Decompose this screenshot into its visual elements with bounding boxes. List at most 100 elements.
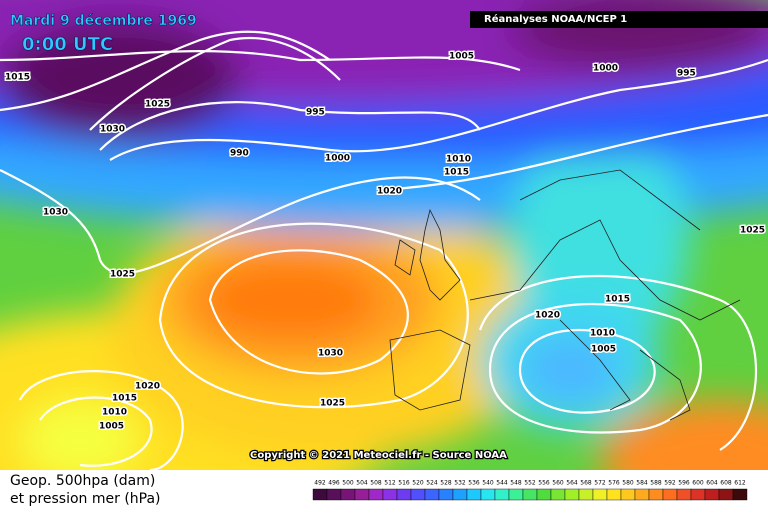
scale-cell xyxy=(522,488,538,501)
scale-cell xyxy=(704,488,720,501)
scale-cell xyxy=(718,488,734,501)
color-scale: 492 496 500 504 508 512 516 520 524 528 532 536 540 5… xyxy=(312,480,748,501)
scale-label: 580 xyxy=(622,480,634,487)
scale-label: 564 xyxy=(566,480,578,487)
isobar-label: 1000 xyxy=(593,64,618,74)
isobar-label: 1010 xyxy=(102,408,127,418)
scale-label: 560 xyxy=(552,480,564,487)
scale-cell xyxy=(676,488,692,501)
scale-label: 604 xyxy=(706,480,718,487)
isobar-label: 1010 xyxy=(590,329,615,339)
isobar-label: 1005 xyxy=(591,345,616,355)
legend-title: Geop. 500hpa (dam) xyxy=(10,473,155,489)
scale-cell xyxy=(438,488,454,501)
scale-cell xyxy=(452,488,468,501)
scale-label: 612 xyxy=(734,480,746,487)
scale-cell xyxy=(382,488,398,501)
scale-cell xyxy=(732,488,748,501)
scale-cell xyxy=(410,488,426,501)
scale-label: 496 xyxy=(328,480,340,487)
scale-cell xyxy=(354,488,370,501)
isobar-label: 1005 xyxy=(99,422,124,432)
isobar-label: 1020 xyxy=(535,311,560,321)
isobar-label: 1025 xyxy=(145,100,170,110)
isobar-label: 1010 xyxy=(446,155,471,165)
scale-label: 596 xyxy=(678,480,690,487)
scale-label: 492 xyxy=(314,480,326,487)
scale-cell xyxy=(396,488,412,501)
scale-cell xyxy=(424,488,440,501)
scale-cell xyxy=(536,488,552,501)
isobar-label: 1015 xyxy=(605,295,630,305)
scale-cell xyxy=(648,488,664,501)
scale-cell xyxy=(634,488,650,501)
scale-label: 572 xyxy=(594,480,606,487)
source-text: Réanalyses NOAA/NCEP 1 xyxy=(484,13,627,25)
scale-label: 608 xyxy=(720,480,732,487)
scale-cell xyxy=(690,488,706,501)
scale-cell xyxy=(550,488,566,501)
scale-cell xyxy=(508,488,524,501)
scale-cell xyxy=(480,488,496,501)
isobar-label: 1015 xyxy=(5,73,30,83)
copyright: Copyright © 2021 Meteociel.fr - Source N… xyxy=(250,450,507,461)
scale-label: 516 xyxy=(398,480,410,487)
scale-cell xyxy=(494,488,510,501)
isobar-label: 995 xyxy=(306,108,325,118)
scale-cell xyxy=(620,488,636,501)
scale-cell xyxy=(606,488,622,501)
scale-label: 556 xyxy=(538,480,550,487)
scale-cell xyxy=(466,488,482,501)
scale-label: 508 xyxy=(370,480,382,487)
isobar-label: 1005 xyxy=(449,52,474,62)
scale-label: 548 xyxy=(510,480,522,487)
scale-label: 544 xyxy=(496,480,508,487)
isobar-label: 995 xyxy=(677,69,696,79)
isobar-label: 1000 xyxy=(325,154,350,164)
isobar-label: 1025 xyxy=(320,399,345,409)
isobar-label: 990 xyxy=(230,149,249,159)
scale-label: 576 xyxy=(608,480,620,487)
isobar-label: 1030 xyxy=(318,349,343,359)
isobar-label: 1020 xyxy=(135,382,160,392)
isobar-labels: 1015 1025 1030 995 990 1000 1005 1000 995 1010 101… xyxy=(4,50,767,433)
scale-cell xyxy=(592,488,608,501)
time: 0:00 UTC xyxy=(22,34,113,55)
scale-cell xyxy=(564,488,580,501)
isobar-label: 1030 xyxy=(43,208,68,218)
scale-label: 520 xyxy=(412,480,424,487)
scale-label: 524 xyxy=(426,480,438,487)
scale-cell xyxy=(340,488,356,501)
scale-label: 588 xyxy=(650,480,662,487)
scale-label: 512 xyxy=(384,480,396,487)
scale-label: 552 xyxy=(524,480,536,487)
scale-label: 532 xyxy=(454,480,466,487)
isobar-label: 1020 xyxy=(377,187,402,197)
scale-cell xyxy=(578,488,594,501)
legend-subtitle: et pression mer (hPa) xyxy=(10,491,161,507)
isobar-label: 1015 xyxy=(444,168,469,178)
isobar-label: 1025 xyxy=(110,270,135,280)
scale-label: 504 xyxy=(356,480,368,487)
scale-cell xyxy=(662,488,678,501)
source-box xyxy=(470,11,768,28)
scale-label: 584 xyxy=(636,480,648,487)
scale-label: 540 xyxy=(482,480,494,487)
scale-label: 536 xyxy=(468,480,480,487)
isobar-label: 1030 xyxy=(100,125,125,135)
date: Mardi 9 décembre 1969 xyxy=(10,13,197,29)
isobar-label: 1015 xyxy=(112,394,137,404)
scale-label: 500 xyxy=(342,480,354,487)
scale-label: 568 xyxy=(580,480,592,487)
coastlines xyxy=(389,169,741,421)
scale-cell xyxy=(312,488,328,501)
scale-label: 592 xyxy=(664,480,676,487)
scale-cell xyxy=(326,488,342,501)
scale-label: 528 xyxy=(440,480,452,487)
isobar-label: 1025 xyxy=(740,226,765,236)
isobars xyxy=(0,30,768,470)
scale-label: 600 xyxy=(692,480,704,487)
scale-cell xyxy=(368,488,384,501)
